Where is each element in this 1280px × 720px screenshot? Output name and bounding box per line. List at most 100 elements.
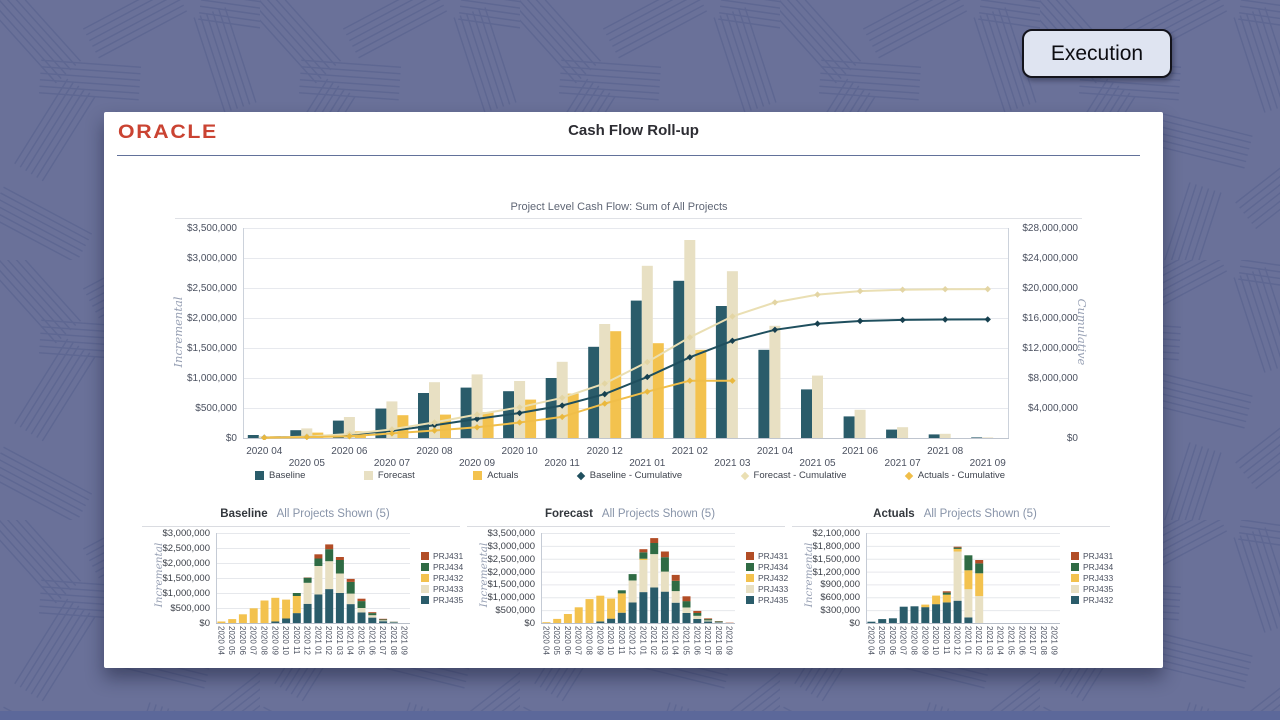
legend-item: PRJ434 — [746, 561, 789, 572]
small-chart-x-label: 2021 05 — [356, 626, 366, 655]
main-x-label: 2020 05 — [288, 458, 325, 469]
small-chart-x-label: 2020 12 — [627, 626, 637, 655]
baseline-chart: Baseline All Projects Shown (5) Increment… — [140, 505, 470, 665]
legend-label: PRJ431 — [1083, 550, 1114, 561]
small-chart-y-tick: $0 — [849, 618, 860, 629]
legend-label: PRJ435 — [1083, 583, 1114, 594]
main-cash-flow-plot — [243, 228, 1009, 440]
main-x-label: 2021 06 — [841, 446, 879, 457]
main-x-label: 2021 09 — [969, 458, 1006, 469]
small-chart-x-label: 2021 05 — [681, 626, 691, 655]
legend-swatch — [746, 551, 754, 560]
small-chart-y-tick: $300,000 — [820, 605, 860, 617]
legend-item: PRJ435 — [746, 595, 788, 605]
main-right-tick: $0 — [1066, 433, 1078, 444]
small-chart-x-label: 2021 04 — [670, 626, 680, 655]
small-chart-x-label: 2021 08 — [1038, 626, 1048, 655]
small-chart-x-label: 2020 10 — [281, 626, 291, 655]
legend-label: Actuals — [487, 470, 519, 481]
small-chart-x-label: 2021 09 — [724, 626, 734, 655]
small-chart-y-tick: $1,500,000 — [487, 579, 535, 591]
legend-item: PRJ435 — [421, 595, 463, 605]
bottom-accent-strip — [0, 711, 1280, 720]
main-x-label: 2020 06 — [331, 446, 368, 457]
legend-label: PRJ434 — [1083, 561, 1114, 572]
forecast-plot — [541, 533, 735, 624]
small-chart-x-label: 2021 07 — [703, 626, 713, 655]
legend-item: PRJ433 — [746, 584, 788, 594]
small-chart-y-tick: $2,000,000 — [162, 558, 210, 569]
legend-swatch — [1071, 584, 1079, 593]
legend-item: PRJ434 — [421, 562, 463, 572]
legend-label: PRJ431 — [758, 550, 789, 561]
main-left-axis-label: Incremental — [171, 296, 185, 368]
small-chart-y-tick: $500,000 — [495, 605, 535, 617]
main-left-tick: $1,000,000 — [186, 373, 237, 384]
actuals-chart-name: Actuals — [873, 508, 915, 520]
main-x-label: 2020 07 — [373, 458, 411, 469]
legend-swatch — [746, 595, 754, 604]
small-chart-y-tick: $2,500,000 — [487, 553, 535, 565]
small-chart-x-label: 2020 09 — [920, 626, 930, 655]
main-left-tick: $2,500,000 — [186, 283, 237, 294]
legend-label: PRJ432 — [1083, 594, 1114, 605]
legend-item: PRJ432 — [746, 572, 789, 583]
small-chart-x-label: 2021 04 — [995, 626, 1005, 655]
legend-swatch — [1071, 562, 1079, 571]
small-chart-y-tick: $2,100,000 — [812, 528, 860, 539]
small-chart-x-label: 2020 06 — [237, 626, 247, 655]
main-x-label: 2020 12 — [586, 446, 623, 457]
legend-label: PRJ434 — [758, 561, 789, 572]
page-title: Cash Flow Roll-up — [568, 122, 699, 139]
small-chart-y-tick: $600,000 — [820, 592, 860, 604]
small-chart-x-label: 2020 09 — [595, 626, 605, 655]
legend-label: Baseline — [269, 470, 306, 481]
legend-swatch — [473, 471, 483, 480]
legend-item: PRJ432 — [1071, 594, 1114, 605]
legend-swatch — [740, 471, 749, 480]
execution-button[interactable]: Execution — [1022, 29, 1172, 78]
small-chart-x-label: 2020 09 — [270, 626, 280, 655]
legend-label: PRJ432 — [758, 572, 789, 583]
small-chart-y-tick: $1,000,000 — [487, 592, 535, 604]
small-chart-x-label: 2021 01 — [313, 626, 323, 655]
legend-swatch — [421, 562, 429, 571]
small-chart-x-label: 2021 02 — [649, 626, 659, 655]
main-x-label: 2021 04 — [756, 446, 794, 457]
actuals-chart-divider — [792, 526, 1110, 527]
baseline-chart-divider — [142, 526, 460, 527]
small-chart-x-label: 2020 04 — [541, 626, 551, 655]
small-chart-x-label: 2020 05 — [877, 626, 887, 655]
legend-item: Baseline — [255, 470, 305, 481]
oracle-logo: ORACLE — [118, 122, 218, 143]
small-chart-x-label: 2020 11 — [616, 626, 626, 655]
small-chart-y-tick: $3,500,000 — [487, 528, 535, 539]
actuals-chart: Actuals All Projects Shown (5) Incrementa… — [790, 505, 1130, 665]
small-chart-y-tick: $0 — [199, 618, 210, 629]
small-chart-x-label: 2021 08 — [713, 626, 723, 655]
forecast-chart-divider — [467, 526, 785, 527]
main-x-label: 2021 08 — [927, 446, 964, 457]
small-chart-x-label: 2020 05 — [552, 626, 562, 655]
small-chart-x-label: 2020 08 — [259, 626, 269, 655]
small-chart-y-tick: $1,200,000 — [812, 566, 860, 578]
legend-item: Forecast - Cumulative — [740, 470, 846, 481]
small-chart-x-label: 2021 09 — [1049, 626, 1059, 655]
small-chart-x-label: 2020 08 — [584, 626, 594, 655]
small-chart-x-label: 2021 02 — [974, 626, 984, 655]
small-chart-x-label: 2021 03 — [984, 626, 994, 655]
legend-item: PRJ434 — [1071, 561, 1114, 572]
legend-item: Baseline - Cumulative — [576, 470, 682, 481]
small-chart-y-tick: $0 — [524, 618, 535, 629]
legend-swatch — [746, 584, 754, 593]
legend-item: PRJ433 — [421, 584, 463, 594]
legend-swatch — [746, 573, 754, 582]
legend-label: Forecast — [377, 470, 415, 481]
small-chart-y-tick: $1,500,000 — [812, 553, 860, 565]
legend-item: PRJ435 — [1071, 583, 1114, 594]
main-chart-legend: Baseline Forecast Actuals Baseline - Cumula… — [243, 470, 1009, 481]
main-right-tick: $4,000,000 — [1027, 403, 1078, 414]
small-chart-x-label: 2021 06 — [367, 626, 377, 655]
legend-item: PRJ431 — [746, 550, 789, 561]
